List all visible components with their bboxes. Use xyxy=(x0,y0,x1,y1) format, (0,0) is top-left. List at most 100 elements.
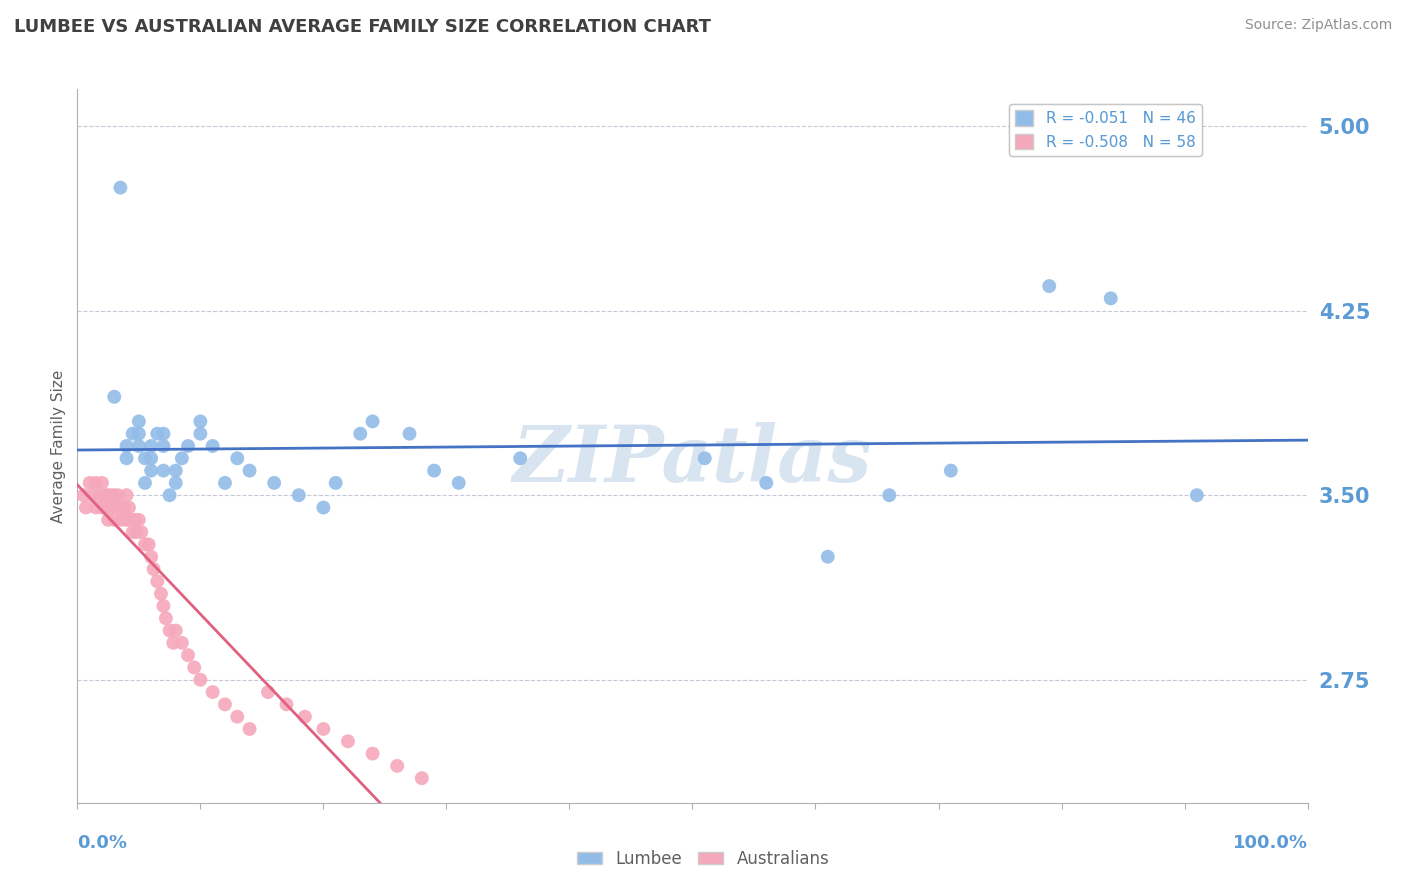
Point xyxy=(165,464,187,478)
Point xyxy=(134,537,156,551)
Point xyxy=(170,636,193,650)
Point xyxy=(165,475,187,490)
Point xyxy=(165,624,187,638)
Point xyxy=(509,451,531,466)
Point xyxy=(105,500,128,515)
Point xyxy=(155,611,177,625)
Point xyxy=(115,451,138,466)
Text: 0.0%: 0.0% xyxy=(77,834,128,852)
Point xyxy=(125,525,148,540)
Point xyxy=(138,537,160,551)
Point xyxy=(263,475,285,490)
Point xyxy=(152,426,174,441)
Point xyxy=(146,426,169,441)
Point xyxy=(128,439,150,453)
Point xyxy=(111,513,132,527)
Point xyxy=(177,439,200,453)
Point xyxy=(118,500,141,515)
Point xyxy=(115,439,138,453)
Point xyxy=(97,513,120,527)
Point xyxy=(755,475,778,490)
Point xyxy=(100,488,122,502)
Point xyxy=(90,500,114,515)
Point xyxy=(131,525,153,540)
Point xyxy=(159,488,181,502)
Point xyxy=(134,451,156,466)
Point xyxy=(817,549,839,564)
Legend: R = -0.051   N = 46, R = -0.508   N = 58: R = -0.051 N = 46, R = -0.508 N = 58 xyxy=(1010,104,1202,156)
Point xyxy=(121,426,143,441)
Point xyxy=(312,500,335,515)
Point xyxy=(239,464,262,478)
Point xyxy=(693,451,716,466)
Point xyxy=(101,500,124,515)
Point xyxy=(276,698,298,712)
Point xyxy=(183,660,205,674)
Point xyxy=(72,488,94,502)
Point xyxy=(879,488,901,502)
Point xyxy=(90,475,114,490)
Point xyxy=(141,439,163,453)
Point xyxy=(939,464,962,478)
Point xyxy=(226,709,249,723)
Point xyxy=(190,414,212,428)
Point xyxy=(294,709,316,723)
Point xyxy=(159,624,181,638)
Point xyxy=(134,475,156,490)
Point xyxy=(124,513,146,527)
Point xyxy=(110,500,132,515)
Point xyxy=(226,451,249,466)
Point xyxy=(1099,291,1122,305)
Point xyxy=(325,475,347,490)
Point xyxy=(103,488,125,502)
Point xyxy=(190,673,212,687)
Point xyxy=(115,488,138,502)
Point xyxy=(141,451,163,466)
Point xyxy=(201,685,224,699)
Point xyxy=(107,488,129,502)
Point xyxy=(128,414,150,428)
Point xyxy=(150,587,173,601)
Text: LUMBEE VS AUSTRALIAN AVERAGE FAMILY SIZE CORRELATION CHART: LUMBEE VS AUSTRALIAN AVERAGE FAMILY SIZE… xyxy=(14,18,711,36)
Point xyxy=(1185,488,1208,502)
Point xyxy=(361,747,384,761)
Point xyxy=(120,513,142,527)
Point xyxy=(84,500,107,515)
Point xyxy=(84,475,107,490)
Point xyxy=(411,771,433,785)
Point xyxy=(146,574,169,589)
Point xyxy=(349,426,371,441)
Point xyxy=(214,475,236,490)
Point xyxy=(214,698,236,712)
Point xyxy=(128,513,150,527)
Point xyxy=(162,636,184,650)
Point xyxy=(75,500,97,515)
Point xyxy=(141,464,163,478)
Point xyxy=(103,513,125,527)
Point xyxy=(201,439,224,453)
Point xyxy=(288,488,311,502)
Point xyxy=(121,525,143,540)
Point xyxy=(423,464,446,478)
Point xyxy=(93,488,115,502)
Text: Source: ZipAtlas.com: Source: ZipAtlas.com xyxy=(1244,18,1392,32)
Point xyxy=(337,734,360,748)
Point xyxy=(387,759,409,773)
Point xyxy=(152,439,174,453)
Point xyxy=(79,475,101,490)
Point xyxy=(312,722,335,736)
Point xyxy=(152,599,174,613)
Y-axis label: Average Family Size: Average Family Size xyxy=(51,369,66,523)
Point xyxy=(112,500,135,515)
Point xyxy=(152,464,174,478)
Point xyxy=(257,685,280,699)
Point xyxy=(97,488,120,502)
Point xyxy=(170,451,193,466)
Point xyxy=(142,562,165,576)
Point xyxy=(1038,279,1060,293)
Point xyxy=(398,426,420,441)
Point xyxy=(141,549,163,564)
Text: ZIPatlas: ZIPatlas xyxy=(513,422,872,499)
Point xyxy=(177,648,200,662)
Point xyxy=(110,180,132,194)
